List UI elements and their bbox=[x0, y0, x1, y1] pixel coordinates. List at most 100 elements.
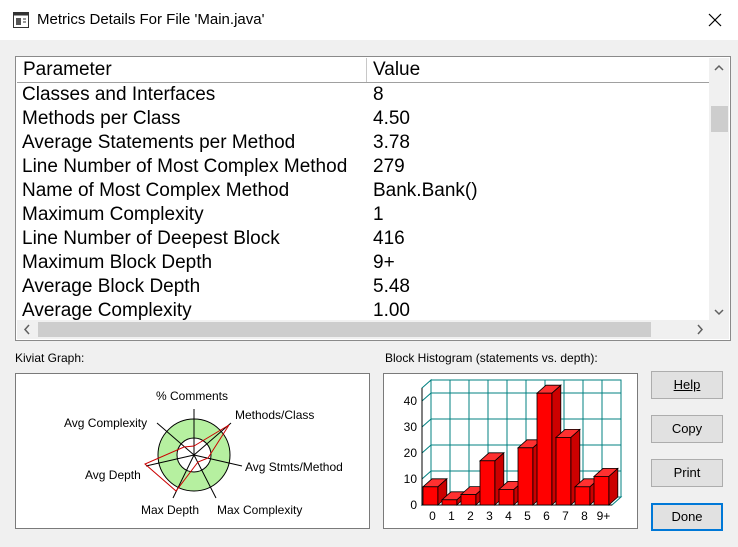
table-row[interactable]: Maximum Complexity 1 bbox=[17, 203, 710, 227]
print-button[interactable]: Print bbox=[651, 459, 723, 487]
histogram-y-tick-label: 0 bbox=[410, 498, 417, 512]
histogram-x-tick-label: 3 bbox=[486, 509, 493, 523]
histogram-bar bbox=[517, 447, 534, 506]
row-parameter: Name of Most Complex Method bbox=[22, 180, 290, 201]
histogram-bar bbox=[536, 392, 553, 506]
histogram-y-tick-label: 20 bbox=[404, 446, 418, 460]
scroll-left-button[interactable] bbox=[17, 320, 37, 339]
histogram-bar bbox=[555, 437, 572, 506]
copy-button-label: Copy bbox=[671, 421, 703, 436]
histogram-bar bbox=[441, 499, 458, 506]
row-value: 5.48 bbox=[373, 276, 410, 297]
histogram-x-tick-label: 4 bbox=[505, 509, 512, 523]
histogram-y-tick-label: 40 bbox=[404, 394, 418, 408]
histogram-bar bbox=[479, 460, 496, 506]
row-parameter: Average Block Depth bbox=[22, 276, 201, 297]
kiviat-axis-avg-depth: Avg Depth bbox=[85, 468, 141, 482]
table-row[interactable]: Line Number of Deepest Block 416 bbox=[17, 227, 710, 251]
row-parameter: Average Complexity bbox=[22, 300, 192, 321]
window-title: Metrics Details For File 'Main.java' bbox=[37, 11, 265, 28]
table-body: Classes and Interfaces 8 Methods per Class… bbox=[17, 83, 710, 321]
scrollbar-corner bbox=[709, 320, 729, 339]
row-parameter: Maximum Block Depth bbox=[22, 252, 213, 273]
histogram-x-tick-label: 6 bbox=[543, 509, 550, 523]
kiviat-axis-comments: % Comments bbox=[156, 389, 229, 403]
kiviat-plot bbox=[144, 409, 243, 499]
histogram-x-tick-label: 5 bbox=[524, 509, 531, 523]
table-row[interactable]: Average Statements per Method 3.78 bbox=[17, 131, 710, 155]
vertical-scroll-thumb[interactable] bbox=[711, 106, 728, 132]
histogram-bar bbox=[574, 486, 591, 506]
table-row[interactable]: Methods per Class 4.50 bbox=[17, 107, 710, 131]
print-button-label: Print bbox=[673, 465, 701, 480]
histogram-x-tick-label: 9+ bbox=[597, 509, 611, 523]
histogram-x-tick-label: 8 bbox=[581, 509, 588, 523]
row-parameter: Maximum Complexity bbox=[22, 204, 204, 225]
vertical-scrollbar[interactable] bbox=[709, 58, 729, 322]
kiviat-graph: % Comments Methods/Class Avg Stmts/Metho… bbox=[15, 373, 370, 529]
close-button[interactable] bbox=[692, 0, 738, 40]
kiviat-axis-avg-stmts: Avg Stmts/Method bbox=[245, 460, 343, 474]
chevron-left-icon bbox=[23, 324, 30, 335]
chevron-right-icon bbox=[697, 324, 704, 335]
row-value: Bank.Bank() bbox=[373, 180, 478, 201]
metrics-table[interactable]: Parameter Value Classes and Interfaces 8 M… bbox=[15, 56, 731, 341]
row-parameter: Average Statements per Method bbox=[22, 132, 296, 153]
table-row[interactable]: Average Complexity 1.00 bbox=[17, 299, 710, 321]
histogram-x-tick-label: 2 bbox=[467, 509, 474, 523]
chevron-down-icon bbox=[714, 309, 724, 316]
histogram-y-tick-label: 10 bbox=[404, 472, 418, 486]
row-parameter: Line Number of Deepest Block bbox=[22, 228, 280, 249]
done-button-label: Done bbox=[671, 509, 703, 524]
chevron-up-icon bbox=[714, 64, 724, 71]
row-parameter: Methods per Class bbox=[22, 108, 181, 129]
row-value: 4.50 bbox=[373, 108, 410, 129]
column-header-parameter[interactable]: Parameter bbox=[17, 58, 367, 82]
table-header: Parameter Value bbox=[17, 58, 710, 83]
histogram-bar bbox=[593, 476, 610, 506]
row-parameter: Classes and Interfaces bbox=[22, 84, 216, 105]
horizontal-scrollbar[interactable] bbox=[17, 320, 710, 339]
scroll-right-button[interactable] bbox=[690, 320, 710, 339]
kiviat-axis-max-depth: Max Depth bbox=[141, 503, 200, 517]
table-row[interactable]: Average Block Depth 5.48 bbox=[17, 275, 710, 299]
row-value: 1 bbox=[373, 204, 384, 225]
histogram-y-tick-label: 30 bbox=[404, 420, 418, 434]
table-row[interactable]: Maximum Block Depth 9+ bbox=[17, 251, 710, 275]
kiviat-graph-label: Kiviat Graph: bbox=[15, 351, 85, 365]
block-histogram: 0 10 20 30 40 0 1 2 3 4 5 6 7 8 9+ bbox=[383, 373, 638, 529]
help-button[interactable]: Help bbox=[651, 371, 723, 399]
histogram-bar bbox=[460, 494, 477, 506]
row-value: 3.78 bbox=[373, 132, 410, 153]
close-icon bbox=[708, 13, 722, 27]
kiviat-axis-max-complexity: Max Complexity bbox=[217, 503, 303, 517]
histogram-x-tick-label: 1 bbox=[448, 509, 455, 523]
kiviat-polygon bbox=[144, 424, 230, 492]
table-row[interactable]: Classes and Interfaces 8 bbox=[17, 83, 710, 107]
kiviat-axis-avg-complexity: Avg Complexity bbox=[64, 416, 148, 430]
histogram-x-tick-label: 0 bbox=[429, 509, 436, 523]
table-row[interactable]: Name of Most Complex Method Bank.Bank() bbox=[17, 179, 710, 203]
row-value: 8 bbox=[373, 84, 384, 105]
title-bar: Metrics Details For File 'Main.java' bbox=[0, 0, 738, 40]
app-window-icon bbox=[13, 12, 29, 28]
row-parameter: Line Number of Most Complex Method bbox=[22, 156, 348, 177]
done-button[interactable]: Done bbox=[651, 503, 723, 531]
copy-button[interactable]: Copy bbox=[651, 415, 723, 443]
row-value: 1.00 bbox=[373, 300, 410, 321]
help-button-label: Help bbox=[673, 377, 701, 392]
scroll-down-button[interactable] bbox=[709, 302, 729, 322]
block-histogram-label: Block Histogram (statements vs. depth): bbox=[385, 351, 598, 365]
scroll-up-button[interactable] bbox=[709, 58, 729, 78]
histogram-bar bbox=[422, 486, 439, 506]
histogram-bar bbox=[498, 489, 515, 506]
kiviat-axis-methods-per-class: Methods/Class bbox=[235, 408, 315, 422]
horizontal-scroll-thumb[interactable] bbox=[38, 322, 651, 337]
row-value: 279 bbox=[373, 156, 405, 177]
row-value: 9+ bbox=[373, 252, 395, 273]
row-value: 416 bbox=[373, 228, 405, 249]
table-row[interactable]: Line Number of Most Complex Method 279 bbox=[17, 155, 710, 179]
histogram-x-tick-label: 7 bbox=[562, 509, 569, 523]
column-header-value[interactable]: Value bbox=[373, 59, 421, 80]
